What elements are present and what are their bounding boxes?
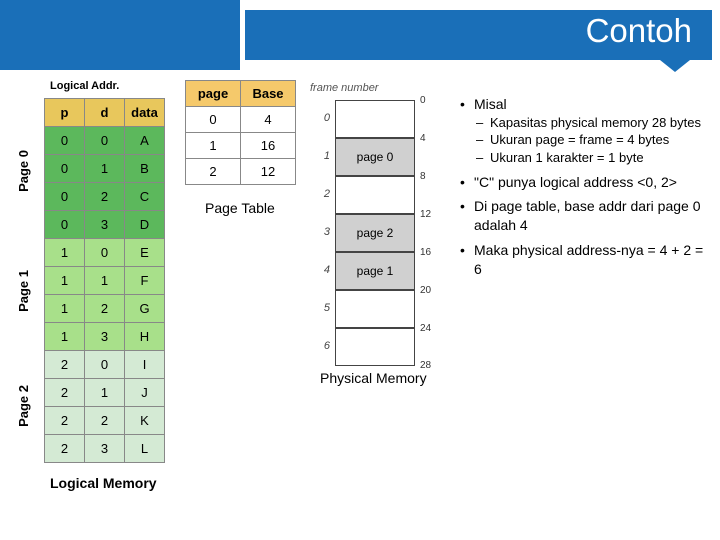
offset-num: 16 [420,247,440,258]
table-row: 10E [45,239,165,267]
table-row: page Base [186,81,296,107]
offset-num: 0 [420,95,440,106]
table-row: 20I [45,351,165,379]
page-title: Contoh [586,12,692,49]
table-row: 03D [45,211,165,239]
logical-addr-label: Logical Addr. [50,80,119,92]
list-item: Kapasitas physical memory 28 bytes [474,114,710,132]
table-row: 04 [186,107,296,133]
frame-num: 3 [290,226,330,238]
notes-list: Misal Kapasitas physical memory 28 bytes… [460,95,710,285]
logical-memory-label: Logical Memory [50,475,157,491]
offset-num: 24 [420,323,440,334]
table-row: 02C [45,183,165,211]
list-item: Maka physical address-nya = 4 + 2 = 6 [460,241,710,279]
frame-block [335,100,415,138]
frame-num: 1 [290,150,330,162]
page-table: page Base 04 116 212 [185,80,296,185]
physical-memory-label: Physical Memory [320,370,427,386]
frame-block: page 0 [335,138,415,176]
table-row: 00A [45,127,165,155]
offset-num: 12 [420,209,440,220]
logical-memory-table: p d data 00A 01B 02C 03D 10E 11F 12G 13H… [44,98,165,463]
page-table-label: Page Table [205,200,275,216]
table-row: 21J [45,379,165,407]
col-data: data [125,99,165,127]
list-item: "C" punya logical address <0, 2> [460,173,710,192]
col-d: d [85,99,125,127]
list-item: Ukuran 1 karakter = 1 byte [474,149,710,167]
frame-number-label: frame number [310,82,378,94]
frame-num: 6 [290,340,330,352]
offset-num: 4 [420,133,440,144]
frame-num: 2 [290,188,330,200]
list-item: Misal Kapasitas physical memory 28 bytes… [460,95,710,167]
offset-num: 20 [420,285,440,296]
col-base: Base [241,81,296,107]
table-row: 11F [45,267,165,295]
table-row: 13H [45,323,165,351]
frame-block [335,176,415,214]
table-row: 212 [186,159,296,185]
list-item: Di page table, base addr dari page 0 ada… [460,197,710,235]
table-row: 22K [45,407,165,435]
header-accent-block [0,0,240,70]
frame-block: page 2 [335,214,415,252]
col-page: page [186,81,241,107]
table-row: p d data [45,99,165,127]
table-row: 12G [45,295,165,323]
frame-num: 5 [290,302,330,314]
table-row: 116 [186,133,296,159]
frame-block [335,290,415,328]
frame-num: 4 [290,264,330,276]
table-row: 01B [45,155,165,183]
frame-num: 0 [290,112,330,124]
offset-num: 8 [420,171,440,182]
page1-label: Page 1 [16,270,31,312]
frame-block: page 1 [335,252,415,290]
list-item: Ukuran page = frame = 4 bytes [474,131,710,149]
title-bar: Contoh [245,10,712,60]
col-p: p [45,99,85,127]
page0-label: Page 0 [16,150,31,192]
page2-label: Page 2 [16,385,31,427]
frame-block [335,328,415,366]
title-ribbon [660,60,690,72]
table-row: 23L [45,435,165,463]
